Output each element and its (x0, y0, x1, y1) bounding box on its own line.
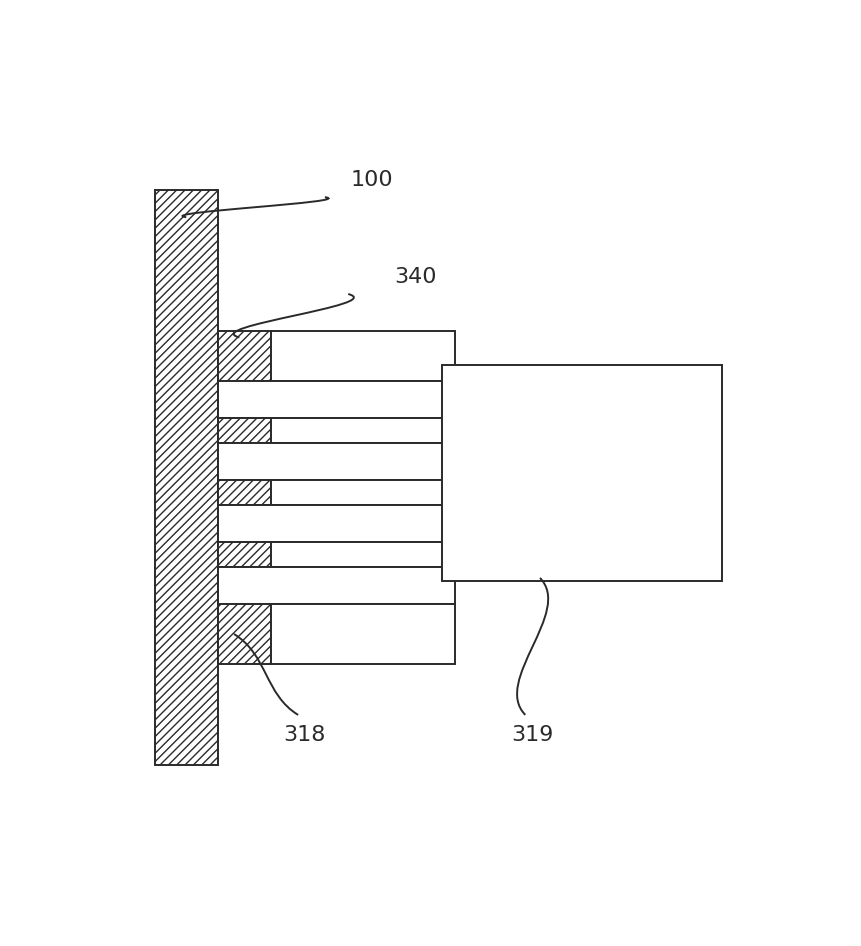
Bar (271, 331, 455, 381)
Bar (218, 480, 271, 505)
Bar (218, 443, 455, 480)
Bar (442, 365, 722, 581)
Bar (271, 604, 455, 664)
Text: 100: 100 (350, 170, 393, 190)
Bar (218, 381, 455, 417)
Text: 318: 318 (283, 725, 325, 745)
Bar (271, 480, 455, 505)
Bar (218, 331, 271, 381)
Text: 340: 340 (393, 268, 436, 288)
Text: 319: 319 (511, 725, 553, 745)
Bar (271, 417, 455, 443)
Bar (154, 190, 218, 765)
Bar (218, 604, 271, 664)
Bar (218, 505, 455, 542)
Bar (218, 542, 271, 568)
Bar (271, 542, 455, 568)
Bar (218, 417, 271, 443)
Bar (218, 568, 455, 604)
